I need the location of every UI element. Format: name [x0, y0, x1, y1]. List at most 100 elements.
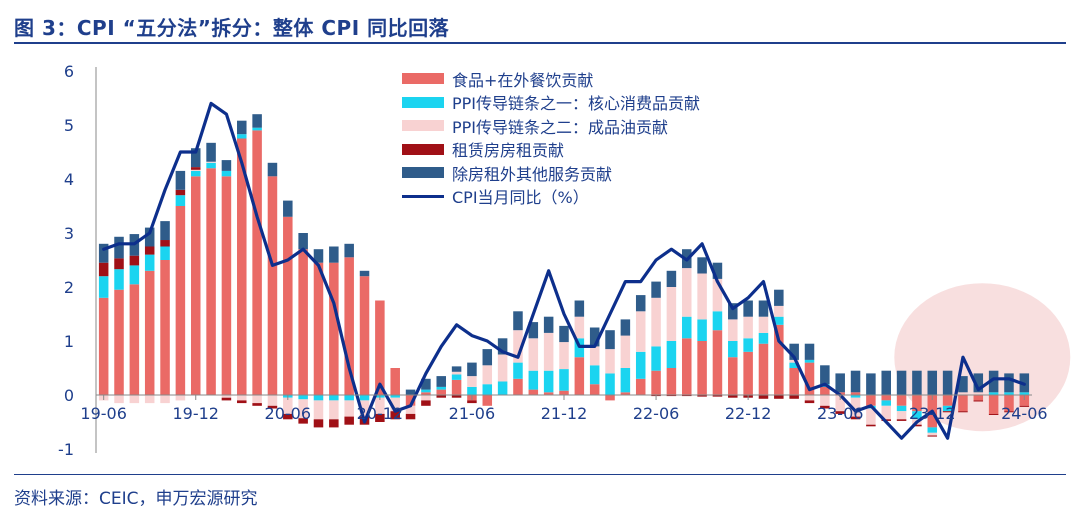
bar-services [237, 120, 247, 135]
bar-food [681, 338, 692, 395]
bar-services [712, 262, 723, 279]
bar-services [467, 362, 477, 377]
bar-ppi-oil [528, 338, 539, 371]
bar-services [1004, 373, 1014, 393]
bar-ppi-core [114, 269, 124, 290]
bar-services [298, 233, 308, 250]
bar-ppi-oil [375, 397, 385, 414]
bar-services [436, 376, 447, 387]
bar-food [160, 260, 170, 395]
bar-rent [912, 424, 922, 427]
bar-ppi-oil [820, 395, 830, 406]
bar-food [513, 378, 523, 395]
x-tick-label: 19-12 [172, 404, 219, 423]
bar-rent [774, 395, 784, 399]
bar-rent [451, 395, 462, 398]
bar-food [267, 176, 278, 395]
y-tick-label: 4 [64, 170, 74, 189]
bar-rent [344, 416, 354, 425]
bar-food [329, 262, 339, 395]
bar-food [359, 276, 370, 395]
bar-services [697, 257, 707, 274]
bar-food [666, 368, 677, 395]
bar-ppi-core [221, 170, 232, 177]
y-tick-label: 1 [64, 332, 74, 351]
bar-ppi-core [1004, 392, 1014, 395]
bar-ppi-core [758, 332, 769, 344]
bar-food [221, 176, 232, 395]
bar-rent [267, 405, 278, 409]
y-tick-label: -1 [58, 440, 74, 459]
bar-services [881, 370, 891, 395]
bar-food [881, 395, 891, 401]
bar-rent [144, 246, 155, 255]
legend-swatch-ppi-core [402, 96, 444, 108]
bar-food [405, 395, 416, 406]
bar-rent [329, 419, 339, 428]
bar-rent [160, 240, 170, 247]
bar-services [283, 200, 293, 217]
bar-rent [98, 262, 109, 277]
bar-ppi-oil [927, 432, 938, 436]
cpi-line [102, 101, 1026, 440]
bar-ppi-core [728, 341, 738, 358]
bar-services [114, 236, 124, 259]
bar-food [942, 395, 953, 406]
bar-ppi-core [344, 395, 354, 401]
bar-ppi-core [743, 338, 753, 352]
bar-food [789, 368, 799, 395]
bar-services [528, 322, 539, 339]
bar-ppi-oil [605, 349, 615, 374]
x-tick-label: 21-06 [449, 404, 496, 423]
bar-rent [942, 411, 953, 413]
bar-ppi-core [528, 370, 539, 390]
bar-rent [1004, 411, 1014, 413]
bar-food [559, 390, 569, 395]
x-tick-label: 19-06 [80, 404, 127, 423]
source-note: 资料来源：CEIC，申万宏源研究 [14, 489, 258, 509]
bar-ppi-core [804, 359, 815, 363]
bar-ppi-core [912, 411, 922, 420]
bar-rent [375, 413, 385, 422]
bar-services [835, 373, 845, 393]
bar-ppi-core [206, 162, 216, 169]
bar-ppi-core [513, 362, 523, 379]
bar-ppi-oil [758, 316, 769, 333]
bar-ppi-core [559, 369, 569, 391]
x-tick-label: 20-12 [357, 404, 404, 423]
legend-swatch-food [402, 73, 444, 85]
x-tick-label: 20-06 [265, 404, 312, 423]
bar-food [605, 395, 615, 401]
bar-ppi-core [451, 374, 462, 380]
bar-services [651, 281, 661, 298]
bar-food [98, 297, 109, 395]
bar-ppi-core [881, 400, 891, 406]
bar-services [574, 300, 585, 317]
bar-ppi-oil [237, 395, 247, 401]
bar-ppi-core [190, 170, 201, 177]
bar-rent [190, 167, 201, 170]
bar-services [620, 319, 631, 336]
bar-rent [467, 400, 477, 404]
bar-food [313, 262, 324, 395]
bar-ppi-oil [221, 395, 232, 398]
bar-food [804, 362, 815, 395]
bar-ppi-core [774, 316, 784, 325]
bar-ppi-oil [589, 346, 600, 366]
y-tick-label: 3 [64, 224, 74, 243]
bar-rent [973, 400, 984, 402]
bar-food [958, 395, 968, 412]
bar-services [589, 327, 600, 347]
bar-ppi-oil [114, 395, 124, 404]
bar-ppi-core [942, 405, 953, 412]
bar-ppi-core [605, 373, 615, 395]
bar-services [559, 325, 569, 343]
bar-food [206, 168, 216, 395]
bar-food [543, 392, 554, 395]
bar-ppi-oil [283, 397, 293, 414]
bar-ppi-core [666, 341, 677, 368]
bar-services [942, 370, 953, 395]
bar-rent [850, 416, 861, 420]
bar-ppi-oil [313, 400, 324, 420]
chart-title: 图 3：CPI “五分法”拆分：整体 CPI 同比回落 [14, 16, 450, 40]
